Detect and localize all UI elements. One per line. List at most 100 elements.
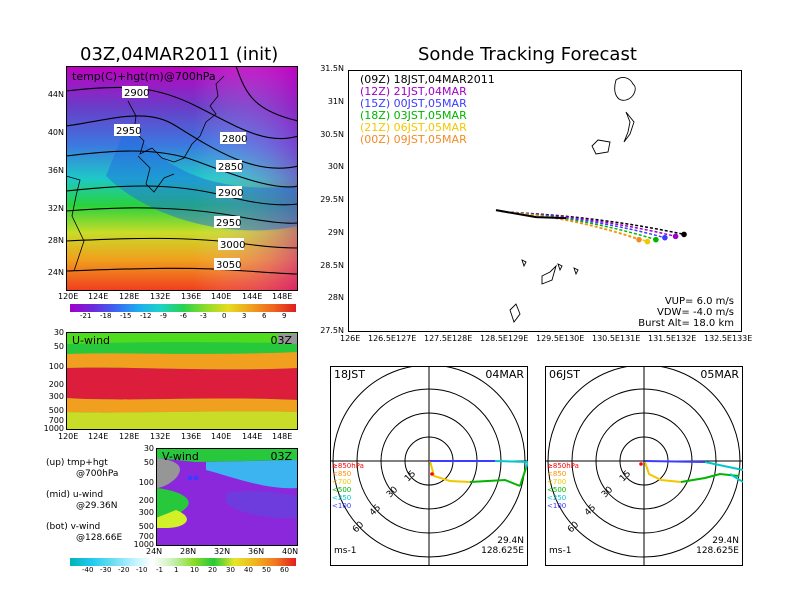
temp-height-map-svg: 2900 2950 2800 2850 2900 2950 3000 3050 (65, 65, 299, 291)
track-lat-axis: 31.5N 31N 30.5N 30N 29.5N 29N 28.5N 28N … (300, 64, 346, 336)
contour-label: 2950 (116, 126, 141, 137)
right-title: Sonde Tracking Forecast (418, 44, 637, 65)
lon-tick: 132E (150, 292, 171, 301)
u-wind-panel: U-wind 03Z (66, 332, 298, 430)
p-tick: 100 (138, 478, 154, 487)
param-burst: Burst Alt= 18.0 km (638, 318, 734, 329)
lat-tick: 24N (47, 268, 64, 277)
lon-tick: 128.5E (480, 334, 508, 343)
map-lon-axis: 120E 124E 128E 132E 136E 140E 144E 148E (58, 292, 308, 304)
hodograph-left: 15 30 45 60 18JST 04MAR ≥850hPa <850 <70… (330, 366, 528, 566)
p-tick: 50 (53, 342, 64, 351)
legend-18z: (18Z) 03JST,05MAR (360, 109, 467, 122)
lon-tick: 132.5E (704, 334, 732, 343)
param-vup: VUP= 6.0 m/s (664, 296, 734, 307)
lon-tick: 124E (88, 432, 109, 441)
colorbar-label: -6 (180, 312, 187, 320)
colorbar-label: -30 (100, 566, 112, 574)
contour-label: 2900 (218, 188, 243, 199)
hodograph-right-svg: 15 30 45 60 (545, 366, 743, 566)
u-p-axis: 30 50 100 200 300 500 700 1000 (40, 328, 66, 433)
p-tick: 200 (138, 496, 154, 505)
v-wind-panel: V-wind 03Z (156, 448, 298, 546)
track-line (495, 209, 666, 239)
colorbar-label: -40 (82, 566, 94, 574)
u-wind-svg (66, 332, 298, 430)
p-tick: 700 (138, 532, 154, 541)
colorbar-label: -10 (136, 566, 148, 574)
lon-tick: 128E (119, 292, 140, 301)
v-wind-time: 03Z (270, 450, 292, 463)
level-lt850: <850 (547, 470, 567, 478)
lon-tick: 127E (396, 334, 417, 343)
colorbar-label: -15 (120, 312, 132, 320)
contour-label: 2850 (218, 162, 243, 173)
u-wind-label: U-wind (72, 334, 111, 347)
colorbar-label: 20 (208, 566, 217, 574)
lon-tick: 132E (676, 334, 697, 343)
hodo-right-time: 06JST (549, 368, 580, 381)
hodo-right-levels: ≥850hPa <850 <700 <500 <250 <100 (547, 462, 579, 510)
legend-00z: (00Z) 09JST,05MAR (360, 133, 467, 146)
map-label: temp(C)+hgt(m)@700hPa (72, 70, 216, 83)
wind-colorbar (70, 558, 296, 566)
lon-tick: 148E (272, 292, 293, 301)
hodograph-left-svg: 15 30 45 60 (330, 366, 528, 566)
contour-label: 3050 (216, 260, 241, 271)
lon-tick: 120E (58, 292, 79, 301)
track-endpoint (681, 231, 687, 238)
colorbar-label: 40 (244, 566, 253, 574)
v-wind-svg (156, 448, 298, 546)
lon-tick: 124E (88, 292, 109, 301)
p-tick: 1000 (133, 540, 154, 549)
p-tick: 500 (138, 522, 154, 531)
track-ascent (495, 209, 567, 220)
track-svg (348, 70, 742, 332)
p-tick: 30 (143, 444, 154, 453)
hodograph-right: 15 30 45 60 06JST 05MAR ≥850hPa <850 <70… (545, 366, 743, 566)
p-tick: 30 (53, 328, 64, 337)
hodo-left-lon: 128.625E (481, 546, 524, 556)
legend-15z: (15Z) 00JST,05MAR (360, 97, 467, 110)
hodo-left-time: 18JST (334, 368, 365, 381)
colorbar-label: 6 (262, 312, 267, 320)
p-tick: 1000 (43, 424, 64, 433)
contour-labels: 2900 2950 2800 2850 2900 2950 3000 3050 (114, 86, 247, 271)
lon-tick: 131E (620, 334, 641, 343)
lat-tick: 30.5N (320, 130, 344, 139)
hodo-right-lon: 128.625E (696, 546, 739, 556)
legend-bot: (bot) v-wind (46, 522, 101, 532)
lat-tick: 32N (214, 547, 231, 556)
track-endpoint (662, 234, 668, 241)
lon-tick: 144E (242, 292, 263, 301)
p-tick: 700 (48, 416, 64, 425)
p-tick: 100 (48, 362, 64, 371)
lon-tick: 130E (564, 334, 585, 343)
lat-tick: 36N (248, 547, 265, 556)
p-tick: 300 (48, 392, 64, 401)
level-850: ≥850hPa (332, 462, 364, 470)
temp-colorbar (70, 304, 296, 312)
lon-tick: 126.5E (368, 334, 396, 343)
colorbar-label: -12 (140, 312, 152, 320)
track-panel: (09Z) 18JST,04MAR2011 (12Z) 21JST,04MAR … (348, 70, 742, 332)
temp-height-map: 2900 2950 2800 2850 2900 2950 3000 3050 … (65, 65, 299, 291)
colorbar-label: -1 (156, 566, 163, 574)
lon-tick: 140E (211, 432, 232, 441)
contour-label: 2800 (222, 134, 247, 145)
level-lt700: <700 (332, 478, 352, 486)
colorbar-label: -9 (160, 312, 167, 320)
lon-tick: 136E (181, 292, 202, 301)
param-vdw: VDW= -4.0 m/s (657, 307, 734, 318)
colorbar-label: 10 (190, 566, 199, 574)
hodo-left-lat: 29.4N (497, 536, 524, 546)
track-endpoint (653, 236, 659, 243)
left-title: 03Z,04MAR2011 (init) (80, 44, 279, 65)
track-endpoint (672, 233, 679, 240)
hodo-right-lat: 29.4N (712, 536, 739, 546)
lat-tick: 27.5N (320, 326, 344, 335)
lon-tick: 132E (150, 432, 171, 441)
colorbar-label: -18 (100, 312, 112, 320)
lat-tick: 29.5N (320, 195, 344, 204)
lat-tick: 36N (47, 166, 64, 175)
